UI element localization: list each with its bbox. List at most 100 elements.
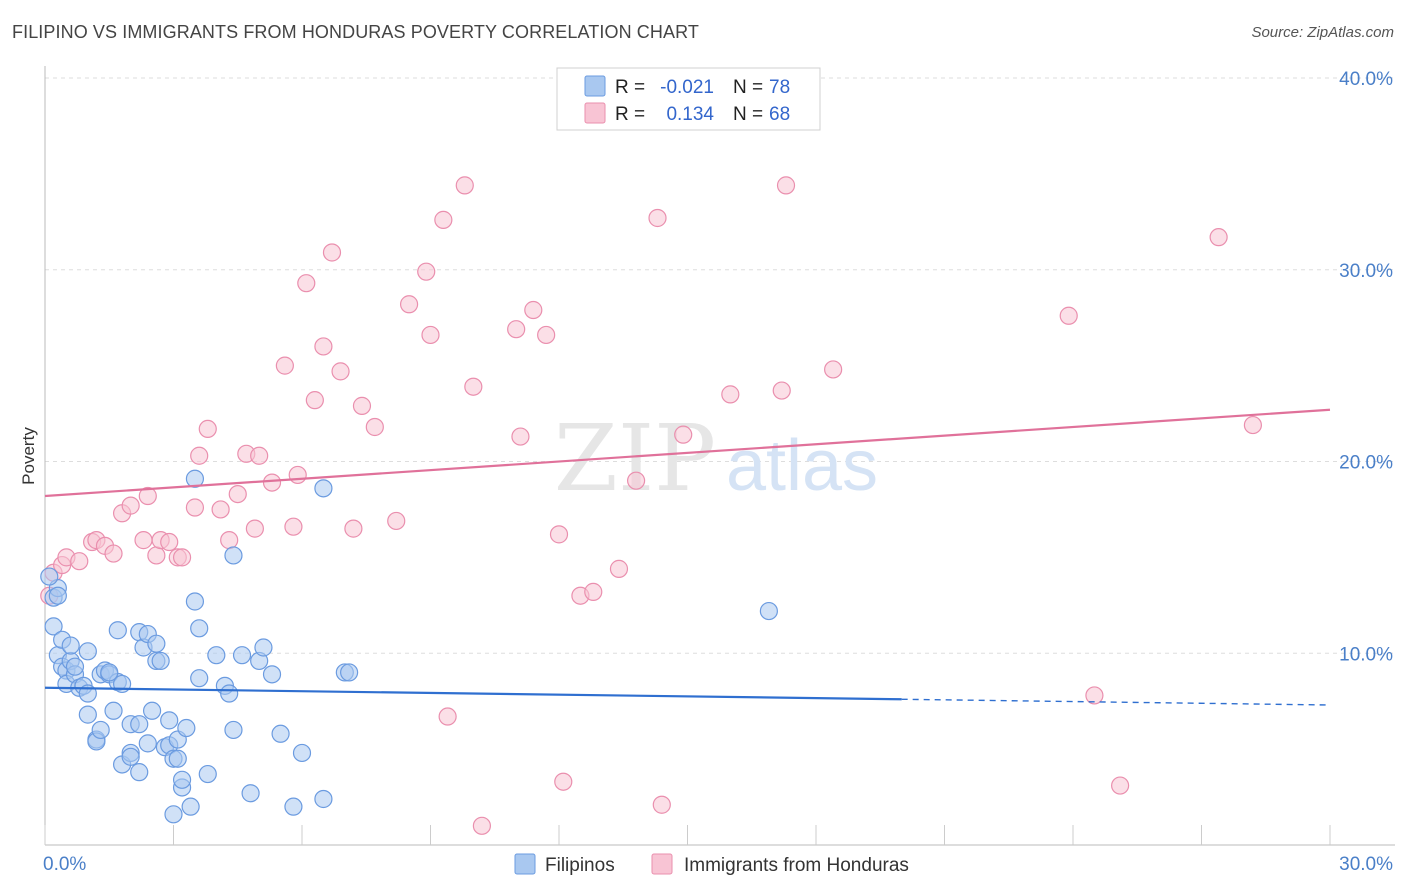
- data-point-honduras: [524, 300, 543, 320]
- data-point-honduras: [421, 325, 440, 345]
- data-point-filipinos: [224, 546, 243, 565]
- data-point-filipinos: [147, 634, 166, 653]
- data-point-honduras: [331, 362, 350, 381]
- data-point-honduras: [121, 496, 140, 515]
- data-point-honduras: [134, 531, 153, 550]
- data-point-filipinos: [207, 646, 226, 665]
- trend-line-honduras: [44, 408, 1331, 498]
- data-point-filipinos: [44, 617, 63, 636]
- y-tick-label: 20.0%: [1339, 453, 1393, 474]
- data-point-honduras: [511, 427, 530, 446]
- data-point-filipinos: [198, 764, 217, 784]
- data-point-filipinos: [314, 789, 333, 809]
- watermark-atlas: atlas: [726, 426, 878, 506]
- data-point-honduras: [824, 360, 843, 379]
- data-point-honduras: [70, 552, 89, 571]
- data-point-filipinos: [224, 720, 243, 740]
- data-point-filipinos: [160, 711, 179, 730]
- legend-swatch-honduras: [584, 102, 606, 124]
- data-point-honduras: [776, 176, 796, 195]
- data-point-honduras: [1059, 306, 1078, 325]
- x-tick-label: 0.0%: [43, 854, 86, 875]
- legend-r-label: R =: [615, 104, 645, 125]
- data-point-honduras: [626, 471, 646, 490]
- data-point-filipinos: [314, 479, 333, 498]
- data-point-honduras: [387, 511, 406, 531]
- data-point-filipinos: [241, 784, 260, 803]
- data-point-filipinos: [220, 684, 239, 703]
- data-point-honduras: [365, 417, 384, 437]
- x-tick-label: 30.0%: [1339, 854, 1393, 875]
- data-point-honduras: [160, 532, 179, 552]
- data-point-honduras: [344, 519, 363, 538]
- data-point-honduras: [652, 795, 671, 814]
- data-point-honduras: [322, 243, 342, 262]
- data-point-honduras: [1085, 686, 1104, 705]
- data-point-honduras: [297, 274, 316, 293]
- data-point-honduras: [537, 325, 556, 345]
- data-point-filipinos: [185, 469, 205, 488]
- data-point-honduras: [185, 498, 205, 517]
- data-point-filipinos: [168, 749, 187, 768]
- data-point-honduras: [147, 546, 166, 565]
- bottom-legend-swatch-filipinos: [514, 853, 536, 875]
- data-point-honduras: [250, 446, 269, 465]
- data-point-filipinos: [91, 720, 110, 740]
- correlation-legend: R = -0.021 N = 78 R = 0.134 N = 68: [556, 67, 821, 131]
- y-tick-label: 10.0%: [1339, 644, 1393, 665]
- trend-line-filipinos: [44, 686, 902, 701]
- legend-r-label: R =: [615, 77, 645, 98]
- data-point-filipinos: [340, 663, 359, 682]
- data-point-honduras: [417, 262, 436, 281]
- legend-n-label: N =: [733, 104, 763, 125]
- data-point-honduras: [455, 176, 474, 195]
- data-point-filipinos: [100, 663, 119, 682]
- data-point-honduras: [674, 425, 693, 444]
- source-label: Source: ZipAtlas.com: [1251, 24, 1394, 41]
- data-point-filipinos: [40, 567, 59, 586]
- data-point-honduras: [211, 500, 230, 519]
- data-point-filipinos: [164, 805, 183, 824]
- legend-n-value: 78: [769, 77, 790, 98]
- data-point-filipinos: [271, 724, 290, 743]
- data-point-filipinos: [78, 642, 97, 661]
- tick-labels: 10.0% 20.0% 30.0% 40.0% 0.0% 30.0%: [43, 69, 1393, 875]
- data-point-honduras: [198, 419, 217, 439]
- data-point-honduras: [314, 337, 333, 356]
- data-point-honduras: [190, 446, 209, 465]
- data-point-honduras: [472, 816, 491, 835]
- data-point-honduras: [288, 465, 307, 485]
- data-point-filipinos: [61, 636, 80, 655]
- legend-swatch-filipinos: [584, 75, 606, 97]
- data-point-filipinos: [138, 734, 157, 753]
- data-point-filipinos: [177, 718, 196, 738]
- data-point-honduras: [1111, 776, 1130, 795]
- data-point-filipinos: [172, 770, 192, 789]
- axes: [44, 66, 1395, 846]
- data-point-honduras: [305, 391, 324, 410]
- watermark-zip: ZIP: [554, 405, 716, 512]
- data-point-filipinos: [262, 665, 282, 684]
- data-point-filipinos: [104, 701, 123, 720]
- legend-r-value: 0.134: [666, 104, 714, 125]
- data-point-filipinos: [292, 743, 312, 763]
- series-legend: Filipinos Immigrants from Honduras: [514, 853, 909, 876]
- trend-line-filipinos-extension: [901, 698, 1331, 706]
- data-point-honduras: [438, 707, 457, 726]
- data-point-filipinos: [130, 763, 149, 782]
- data-point-filipinos: [190, 669, 209, 688]
- y-tick-label: 40.0%: [1339, 69, 1393, 90]
- legend-n-label: N =: [733, 77, 763, 98]
- data-point-honduras: [554, 772, 573, 791]
- data-point-honduras: [138, 486, 157, 506]
- data-point-honduras: [507, 320, 526, 339]
- trend-lines: [44, 408, 1331, 706]
- data-point-honduras: [284, 517, 303, 536]
- data-point-filipinos: [48, 586, 67, 605]
- bottom-legend-swatch-honduras: [651, 853, 673, 875]
- y-tick-label: 30.0%: [1339, 261, 1393, 282]
- data-point-filipinos: [232, 646, 252, 665]
- data-point-filipinos: [181, 797, 200, 816]
- data-point-filipinos: [254, 638, 273, 657]
- data-point-honduras: [721, 385, 740, 404]
